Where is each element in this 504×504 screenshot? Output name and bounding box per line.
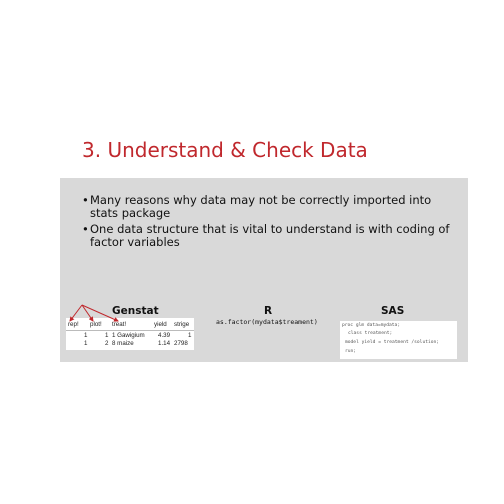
- table-cell: 1: [188, 332, 192, 339]
- r-code-snippet: as.factor(mydata$treament): [216, 318, 318, 326]
- table-cell: 1.14: [158, 340, 171, 347]
- genstat-header-cell: plot!: [90, 321, 102, 328]
- arrow-line-plot: [81, 304, 94, 322]
- table-cell: 2: [105, 340, 109, 347]
- bullet-item: Many reasons why data may not be correct…: [82, 194, 462, 220]
- arrow-line-rep: [69, 304, 83, 322]
- genstat-header-cell: yield: [154, 321, 167, 328]
- sas-heading: SAS: [381, 305, 405, 317]
- sas-code-line: run;: [345, 349, 357, 354]
- r-heading: R: [264, 305, 273, 317]
- genstat-header-cell: treat!: [112, 321, 127, 328]
- bullet-list: Many reasons why data may not be correct…: [82, 194, 462, 252]
- sas-code-line: proc glm data=mydata;: [342, 323, 401, 328]
- bullet-item: One data structure that is vital to unde…: [82, 223, 462, 249]
- factor-arrows-icon: [69, 304, 119, 322]
- arrow-line-treat: [81, 304, 119, 322]
- sas-code-snippet: proc glm data=mydata; class treatment; m…: [340, 321, 457, 359]
- slide-title: 3. Understand & Check Data: [82, 138, 368, 162]
- table-cell: 1: [84, 340, 88, 347]
- table-cell: 1: [105, 332, 109, 339]
- genstat-spreadsheet: rep! plot! treat! yield strige 1 1 1 Gaw…: [66, 318, 194, 350]
- table-row: 1 1 1 Gawigium 4.39 1: [66, 330, 194, 341]
- genstat-header-cell: strige: [174, 321, 190, 328]
- sas-code-line: class treatment;: [348, 331, 393, 336]
- table-cell: 1: [84, 332, 88, 339]
- table-cell: 2798: [174, 340, 188, 347]
- genstat-heading: Genstat: [112, 305, 159, 317]
- genstat-header-cell: rep!: [68, 321, 79, 328]
- table-cell: 8 maize: [112, 340, 134, 347]
- table-cell: 4.39: [158, 332, 171, 339]
- genstat-header-row: rep! plot! treat! yield strige: [66, 320, 194, 330]
- sas-code-line: model yield = treatment /solution;: [345, 340, 440, 345]
- table-row: 1 2 8 maize 1.14 2798: [66, 339, 194, 349]
- table-cell: 1 Gawigium: [112, 332, 145, 339]
